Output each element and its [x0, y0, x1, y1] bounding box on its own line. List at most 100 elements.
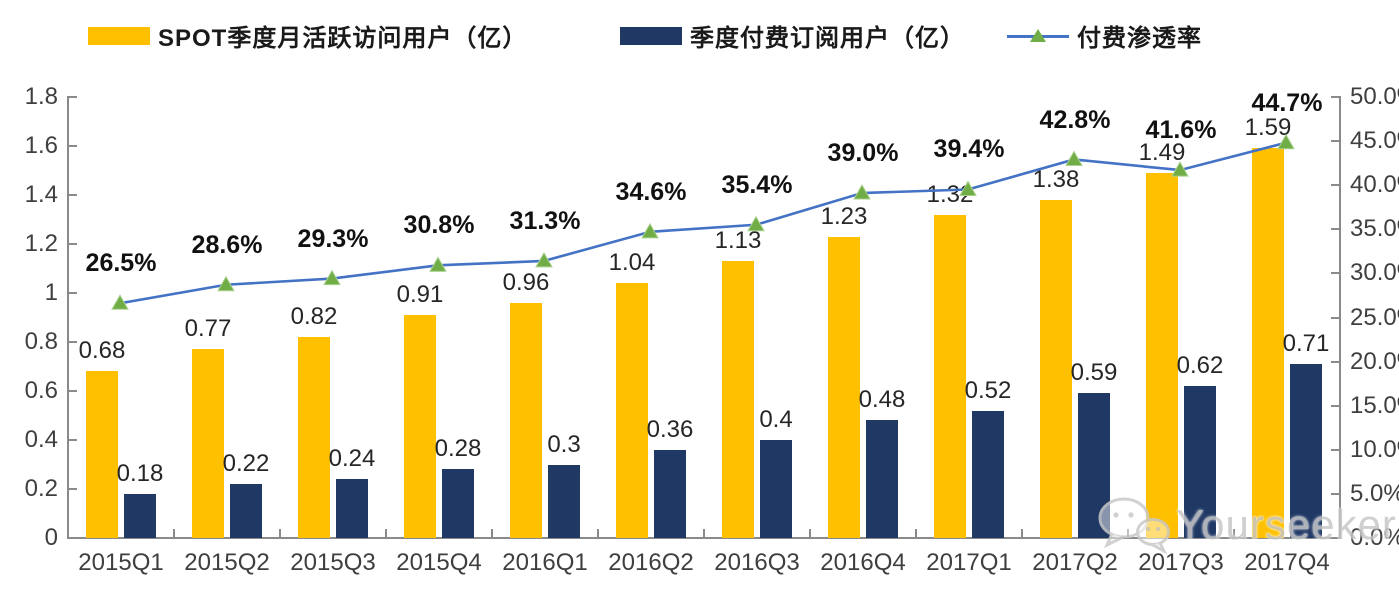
right-axis-tick	[1331, 448, 1339, 451]
mau-bar	[616, 283, 648, 538]
x-axis-tick	[67, 529, 69, 538]
right-axis-tick	[1331, 404, 1339, 407]
subscribers-bar	[654, 449, 686, 538]
right-axis-tick	[1331, 140, 1339, 143]
penetration-pct-label: 30.8%	[403, 211, 475, 240]
x-axis-tick	[1127, 529, 1129, 538]
penetration-pct-label: 44.7%	[1251, 88, 1323, 117]
mau-bar	[510, 302, 542, 538]
right-axis-tick-label: 25.0%	[1350, 303, 1399, 331]
penetration-pct-label: 34.6%	[615, 177, 687, 206]
left-axis-tick	[69, 537, 77, 539]
subscribers-value-label: 0.36	[646, 415, 694, 443]
subscribers-legend-swatch	[620, 26, 682, 45]
subscribers-bar	[1290, 364, 1322, 538]
x-axis-tick	[491, 529, 493, 538]
legend-item-subscribers: 季度付费订阅用户（亿）	[620, 18, 965, 53]
left-axis-tick	[69, 439, 77, 441]
x-axis-tick	[915, 529, 917, 538]
left-axis-tick	[69, 243, 77, 245]
subscribers-bar	[1078, 393, 1110, 538]
x-axis-tick	[279, 529, 281, 538]
x-axis-category-label: 2015Q1	[78, 549, 164, 576]
x-axis-category-label: 2015Q2	[184, 549, 270, 576]
penetration-pct-label: 31.3%	[509, 206, 581, 235]
mau-bar	[828, 236, 860, 538]
x-axis-category-label: 2016Q1	[502, 549, 588, 576]
subscribers-bar	[124, 493, 156, 538]
subscribers-bar	[866, 420, 898, 538]
mau-bar	[1040, 199, 1072, 538]
left-axis-tick	[69, 488, 77, 490]
subscribers-value-label: 0.48	[858, 386, 906, 414]
x-axis-tick	[703, 529, 705, 538]
right-axis-tick	[1331, 537, 1339, 539]
left-axis-tick-label: 1.2	[24, 230, 58, 257]
left-axis-tick-label: 1	[44, 279, 58, 306]
triangle-marker	[959, 180, 977, 196]
x-axis-tick	[173, 529, 175, 538]
subscribers-value-label: 0.18	[116, 459, 164, 487]
triangle-marker	[1277, 133, 1295, 150]
right-axis-tick	[1331, 96, 1339, 98]
triangle-marker	[641, 222, 659, 239]
penetration-legend-label: 付费渗透率	[1077, 25, 1202, 52]
penetration-pct-label: 39.4%	[933, 135, 1005, 164]
penetration-legend-marker	[1007, 27, 1069, 45]
mau-legend-label: SPOT季度月活跃访问用户（亿）	[158, 25, 528, 52]
right-axis-tick-label: 30.0%	[1350, 259, 1399, 287]
x-axis-category-label: 2017Q4	[1244, 549, 1330, 576]
x-axis-category-label: 2016Q4	[820, 549, 906, 576]
mau-bar	[934, 214, 966, 538]
right-axis-tick	[1331, 316, 1339, 319]
mau-value-label: 0.82	[290, 303, 338, 331]
mau-value-label: 0.77	[184, 315, 232, 343]
subscribers-bar	[230, 484, 262, 538]
penetration-pct-label: 41.6%	[1145, 116, 1217, 145]
mau-value-label: 1.04	[608, 249, 656, 277]
x-axis-category-label: 2016Q2	[608, 549, 694, 576]
right-axis-line	[1339, 96, 1341, 539]
x-axis-category-label: 2015Q3	[290, 549, 376, 576]
right-axis-tick-label: 45.0%	[1350, 127, 1399, 155]
right-axis-tick	[1331, 360, 1339, 363]
subscribers-legend-label: 季度付费订阅用户（亿）	[690, 25, 965, 52]
right-axis-tick-label: 5.0%	[1350, 479, 1399, 507]
wechat-icon	[1098, 497, 1170, 554]
subscribers-bar	[442, 469, 474, 538]
right-axis-tick	[1331, 184, 1339, 187]
watermark-text: Yourseeker	[1176, 501, 1397, 548]
subscribers-value-label: 0.24	[328, 445, 376, 473]
mau-bar	[298, 337, 330, 538]
mau-value-label: 1.49	[1138, 138, 1186, 166]
penetration-pct-label: 26.5%	[85, 249, 157, 278]
left-axis-tick	[69, 292, 77, 294]
x-axis-tick	[597, 529, 599, 538]
triangle-marker	[429, 256, 447, 272]
triangle-marker	[1065, 150, 1083, 167]
subscribers-value-label: 0.71	[1282, 330, 1330, 358]
x-axis-category-label: 2017Q3	[1138, 549, 1224, 576]
x-axis-tick	[1021, 529, 1023, 538]
right-axis-tick	[1331, 228, 1339, 231]
left-axis-tick	[69, 194, 77, 196]
triangle-marker	[217, 275, 235, 292]
penetration-pct-label: 42.8%	[1039, 105, 1111, 134]
subscribers-bar	[972, 410, 1004, 538]
mau-bar	[1252, 148, 1284, 538]
triangle-marker	[323, 269, 341, 286]
right-axis-tick	[1331, 272, 1339, 275]
triangle-marker	[535, 251, 553, 268]
subscribers-value-label: 0.59	[1070, 359, 1118, 387]
mau-bar	[86, 371, 118, 538]
mau-value-label: 1.59	[1244, 114, 1292, 142]
penetration-pct-label: 39.0%	[827, 139, 899, 168]
x-axis-category-label: 2015Q4	[396, 549, 482, 576]
right-axis-tick-label: 35.0%	[1350, 215, 1399, 243]
left-axis-tick-label: 0.4	[24, 426, 58, 453]
mau-bar	[404, 315, 436, 538]
penetration-pct-label: 29.3%	[297, 224, 369, 253]
x-axis-tick	[385, 529, 387, 538]
subscribers-bar	[760, 440, 792, 538]
right-axis-tick-label: 40.0%	[1350, 171, 1399, 199]
